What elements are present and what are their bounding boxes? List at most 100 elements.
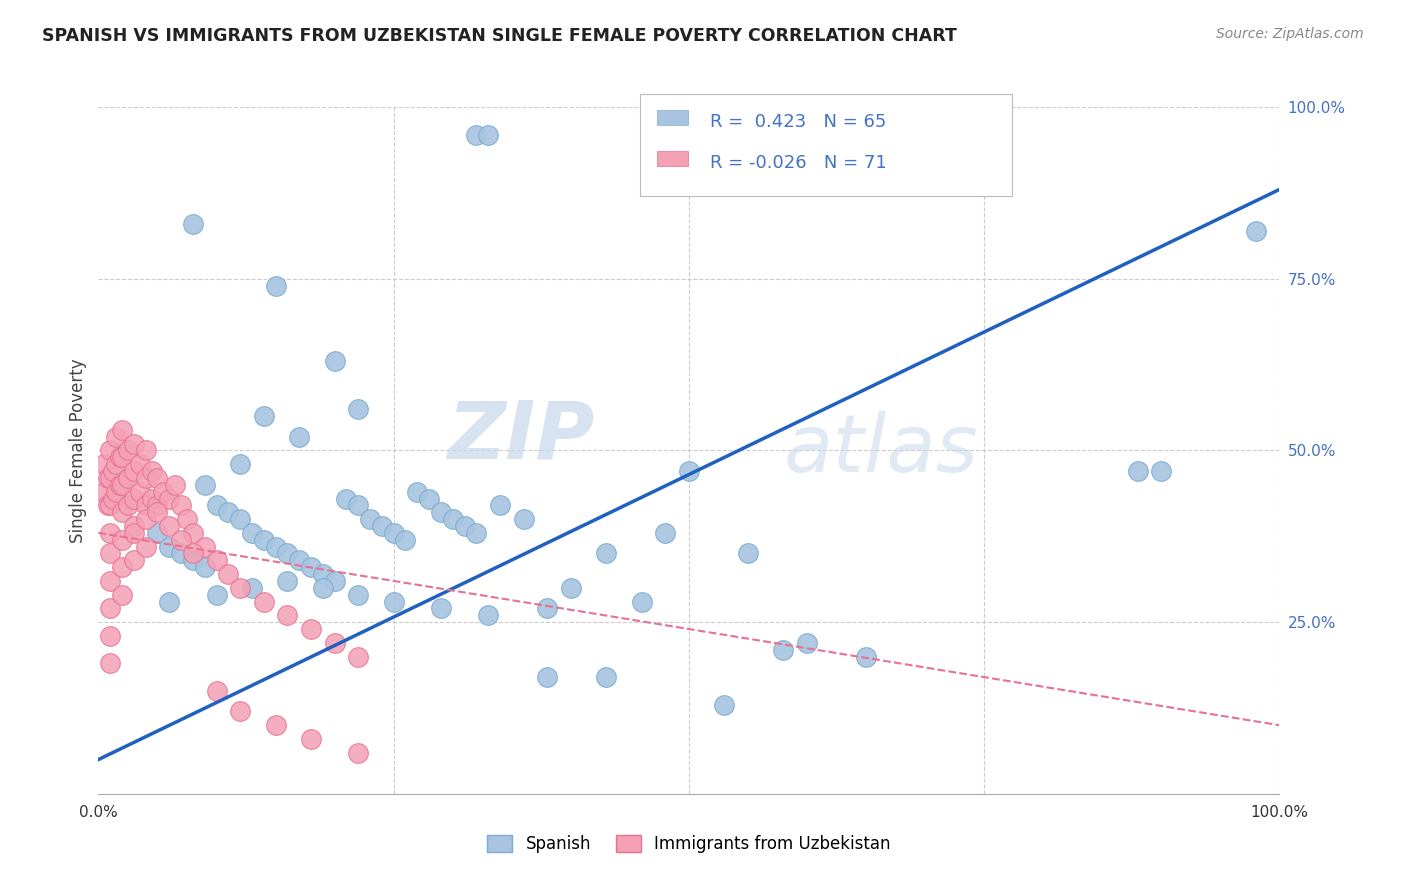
Text: Source: ZipAtlas.com: Source: ZipAtlas.com [1216, 27, 1364, 41]
Point [111, 423, 134, 437]
Point [165, 478, 187, 492]
Point [93, 457, 115, 471]
Point [141, 464, 163, 478]
Point [312, 581, 335, 595]
Point [205, 683, 228, 698]
Point [855, 649, 877, 664]
Point [141, 491, 163, 506]
Point [536, 670, 558, 684]
Point [489, 499, 512, 513]
Y-axis label: Single Female Poverty: Single Female Poverty [69, 359, 87, 542]
Point [477, 128, 499, 142]
Point [122, 491, 145, 506]
Point [264, 718, 287, 732]
Point [111, 505, 134, 519]
Point [1126, 464, 1149, 478]
Point [105, 457, 128, 471]
Point [176, 512, 198, 526]
Text: atlas: atlas [783, 411, 979, 490]
Point [135, 499, 157, 513]
Text: ZIP: ZIP [447, 398, 595, 475]
Point [630, 594, 652, 608]
Point [181, 525, 204, 540]
Point [264, 540, 287, 554]
Point [299, 622, 322, 636]
Point [276, 546, 298, 561]
Point [146, 471, 169, 485]
Point [217, 505, 239, 519]
Point [170, 533, 193, 547]
Point [512, 512, 534, 526]
Point [430, 505, 453, 519]
Point [135, 443, 157, 458]
Point [347, 499, 370, 513]
Legend: Spanish, Immigrants from Uzbekistan: Spanish, Immigrants from Uzbekistan [479, 826, 898, 861]
Point [98, 629, 121, 643]
Point [323, 354, 346, 368]
Point [595, 546, 617, 561]
Point [654, 525, 676, 540]
Point [108, 450, 131, 465]
Point [97, 499, 120, 513]
Point [312, 567, 335, 582]
Point [105, 430, 128, 444]
Point [347, 746, 370, 760]
Text: SPANISH VS IMMIGRANTS FROM UZBEKISTAN SINGLE FEMALE POVERTY CORRELATION CHART: SPANISH VS IMMIGRANTS FROM UZBEKISTAN SI… [42, 27, 957, 45]
Point [105, 484, 128, 499]
Point [170, 499, 193, 513]
Point [170, 546, 193, 561]
Point [359, 512, 381, 526]
Point [678, 464, 700, 478]
Point [323, 574, 346, 588]
Point [146, 505, 169, 519]
Point [98, 546, 121, 561]
Point [181, 546, 204, 561]
Point [101, 464, 124, 478]
Point [146, 525, 169, 540]
Point [122, 464, 145, 478]
Point [240, 525, 263, 540]
Point [560, 581, 582, 595]
Point [288, 553, 311, 567]
Point [347, 402, 370, 417]
Point [194, 478, 217, 492]
Point [122, 553, 145, 567]
Point [122, 519, 145, 533]
Point [205, 553, 228, 567]
Point [117, 499, 139, 513]
Point [240, 581, 263, 595]
Point [111, 588, 134, 602]
Point [101, 491, 124, 506]
Point [1244, 224, 1267, 238]
Point [157, 594, 180, 608]
Point [194, 540, 217, 554]
Point [157, 540, 180, 554]
Point [229, 457, 252, 471]
Point [128, 484, 150, 499]
Point [253, 409, 276, 423]
Point [205, 588, 228, 602]
Point [288, 430, 311, 444]
Point [117, 443, 139, 458]
Point [98, 525, 121, 540]
Point [276, 608, 298, 623]
Point [111, 560, 134, 574]
Point [122, 436, 145, 450]
Point [536, 601, 558, 615]
Point [181, 553, 204, 567]
Point [323, 636, 346, 650]
Point [98, 574, 121, 588]
Point [181, 217, 204, 231]
Point [335, 491, 357, 506]
Point [229, 581, 252, 595]
Point [299, 560, 322, 574]
Point [441, 512, 464, 526]
Point [713, 698, 735, 712]
Point [253, 533, 276, 547]
Point [98, 657, 121, 671]
Point [157, 491, 180, 506]
Point [117, 471, 139, 485]
Point [205, 499, 228, 513]
Point [347, 649, 370, 664]
Point [229, 512, 252, 526]
